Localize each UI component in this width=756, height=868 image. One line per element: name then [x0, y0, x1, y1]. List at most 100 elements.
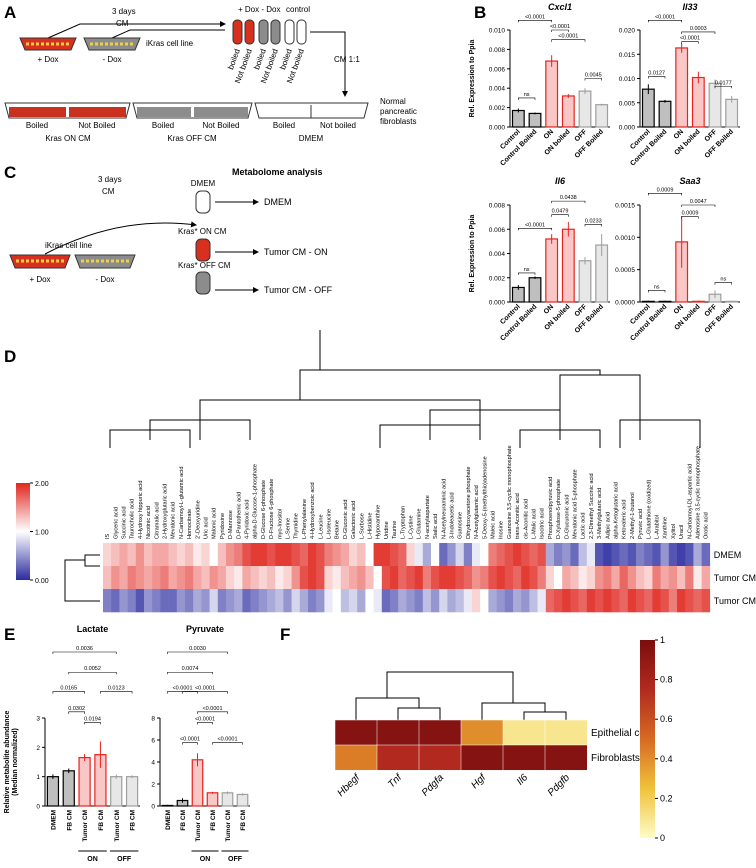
- cell: [472, 566, 481, 590]
- x-tick-label: DMEM: [165, 810, 172, 830]
- plate-label: Boiled: [273, 121, 295, 130]
- bar-chart: Il60.0000.0020.0040.0060.008ControlContr…: [469, 176, 610, 343]
- cell: [562, 566, 571, 590]
- cell: [275, 566, 284, 590]
- bracket: [648, 76, 666, 79]
- cell: [414, 543, 424, 567]
- cell: [258, 589, 268, 613]
- y-tick-label: 0.004: [489, 251, 506, 258]
- bracket: [167, 651, 228, 654]
- cell: [267, 566, 276, 590]
- column-label: D-Gluconic acid: [343, 500, 349, 539]
- column-label: 2'-Deoxyuridine: [195, 500, 201, 539]
- cell: [529, 566, 538, 590]
- fibroblasts: Normal: [380, 97, 406, 106]
- bracket: [584, 78, 602, 81]
- panel-label: C: [4, 163, 16, 182]
- cell: [570, 589, 579, 613]
- bracket: [518, 97, 536, 100]
- bar: [78, 756, 91, 807]
- colorbar-label: 2.00: [35, 481, 49, 488]
- cell: [390, 589, 399, 613]
- cell: [652, 543, 661, 567]
- bracket: [68, 671, 117, 675]
- cell: [693, 543, 702, 567]
- cell: [275, 543, 284, 567]
- cell: [619, 589, 629, 613]
- cell: [660, 589, 670, 613]
- x-tick-label: ON: [543, 303, 555, 315]
- fibroblasts: fibroblasts: [380, 117, 416, 126]
- cell: [373, 589, 383, 613]
- cell: [168, 589, 178, 613]
- colorbar: [16, 483, 30, 580]
- column-label: L-Glutathione (oxidized): [646, 479, 652, 539]
- colorbar-label: 0.2: [660, 793, 673, 803]
- cell: [595, 589, 604, 613]
- cell: [406, 589, 415, 613]
- cell: [504, 543, 514, 567]
- dish-label: - Dox: [95, 275, 114, 284]
- p-value: 0.0074: [182, 666, 199, 672]
- cell: [283, 566, 292, 590]
- cell: [636, 543, 645, 567]
- cell: [349, 566, 358, 590]
- cell: [644, 543, 653, 567]
- cell: [480, 543, 489, 567]
- bracket: [681, 204, 716, 207]
- bar: [62, 770, 75, 807]
- bracket: [182, 742, 198, 745]
- bar: [46, 776, 60, 807]
- cell: [570, 566, 579, 590]
- bracket: [518, 272, 536, 275]
- cell: [267, 589, 276, 613]
- cell: [127, 589, 137, 613]
- bracket: [212, 742, 243, 745]
- arrow: [310, 31, 348, 97]
- cell: [135, 566, 145, 590]
- cell: [209, 543, 219, 567]
- column-label: Xylitol: [671, 524, 677, 539]
- x-tick-label: FB CM: [130, 810, 137, 831]
- cell: [455, 543, 465, 567]
- bracket: [584, 224, 602, 227]
- cell: [250, 589, 260, 613]
- y-tick-label: 0: [151, 804, 155, 811]
- bracket: [681, 216, 699, 219]
- y-tick-label: 0.015: [619, 52, 636, 59]
- tube: [195, 190, 211, 214]
- y-tick-label: 0.000: [619, 125, 636, 132]
- cell: [193, 543, 202, 567]
- column-label: Tnf: [386, 771, 405, 790]
- cell: [496, 589, 506, 613]
- column-label: Citramalic acid: [154, 502, 160, 539]
- panel-a: A 3 days CM + Dox - Dox iKras cell line …: [4, 3, 417, 143]
- cell: [544, 719, 588, 746]
- bar: [221, 792, 234, 807]
- cell: [267, 543, 276, 567]
- cell: [332, 589, 342, 613]
- cell: [316, 566, 325, 590]
- column-label: 2-Hydroxyglutaric acid: [163, 484, 169, 539]
- cell: [431, 543, 440, 567]
- p-value: ns: [654, 284, 660, 290]
- bar: [528, 112, 542, 128]
- bracket: [52, 651, 117, 654]
- plate-group: DMEM: [299, 134, 324, 143]
- bar: [658, 100, 672, 128]
- cell: [537, 543, 547, 567]
- bracket: [197, 711, 228, 714]
- cell: [502, 744, 546, 771]
- p-value: 0.0047: [690, 199, 707, 205]
- cell: [521, 566, 530, 590]
- cell: [480, 566, 489, 590]
- cell-line: iKras cell line: [45, 241, 93, 250]
- chart-title: Cxcl1: [548, 2, 572, 12]
- p-value: <0.0001: [217, 737, 237, 743]
- cell: [418, 719, 462, 746]
- x-tick-label: DMEM: [50, 810, 57, 830]
- column-label: Mevalonic acid 5-phosphate: [573, 469, 579, 539]
- cell: [217, 589, 227, 613]
- cell: [529, 589, 538, 613]
- cell: [308, 543, 317, 567]
